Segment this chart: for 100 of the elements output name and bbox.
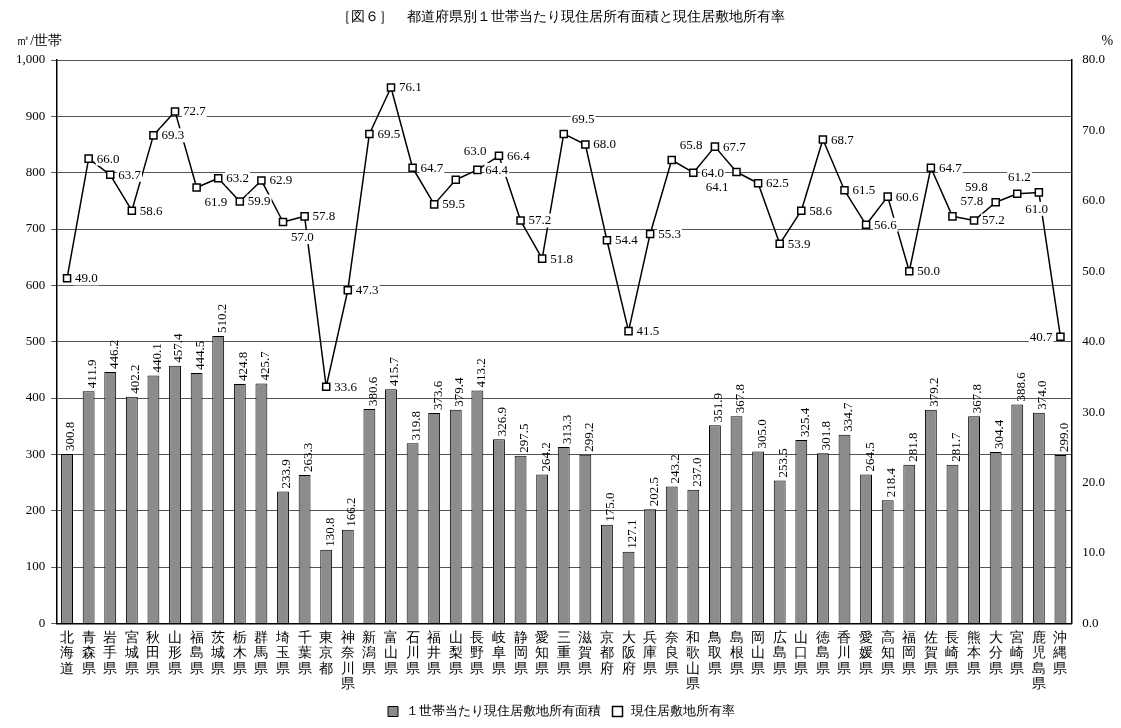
point [710, 142, 720, 151]
y2-tick-label: 80.0 [1082, 51, 1105, 67]
point [451, 175, 461, 185]
point [602, 236, 612, 245]
y-tick-label: 500 [25, 333, 46, 349]
point [926, 163, 936, 173]
data-label: 72.7 [183, 103, 207, 119]
x-tick-label: 宮崎県 [1010, 629, 1025, 676]
data-label: 55.3 [658, 225, 681, 241]
data-label: 457.4 [170, 332, 186, 363]
x-tick-label: 愛媛県 [859, 629, 874, 676]
point [1034, 188, 1044, 197]
legend-label: １世帯当たり現住居敷地所有面積 [406, 702, 601, 718]
x-tick-label: 京都府 [599, 629, 614, 676]
point [1056, 332, 1065, 342]
data-label: 373.6 [429, 380, 445, 410]
data-label: 264.5 [861, 442, 877, 472]
y-tick-label: 800 [25, 164, 46, 180]
x-tick-label: 高知県 [880, 629, 895, 676]
x-tick-label: 島根県 [729, 629, 744, 676]
x-tick-label: 滋賀県 [578, 629, 593, 676]
x-tick-label: 福岡県 [902, 629, 917, 676]
data-label: 66.4 [506, 147, 531, 163]
y2-tick-label: 20.0 [1082, 473, 1105, 489]
data-label: 380.6 [364, 376, 380, 406]
x-tick-label: 岡山県 [751, 629, 766, 676]
x-tick-label: 徳島県 [815, 629, 830, 676]
x-tick-label: 千葉県 [297, 629, 312, 676]
point [84, 154, 93, 163]
data-label: 53.9 [787, 235, 811, 251]
point [343, 286, 353, 295]
data-label: 175.0 [602, 492, 618, 522]
point [991, 197, 1000, 207]
point [386, 83, 396, 92]
x-tick-label: 長野県 [470, 629, 485, 676]
data-label: 63.7 [118, 166, 142, 182]
data-label: 425.7 [256, 350, 272, 381]
data-label: 59.8 [964, 179, 988, 195]
data-label: 63.0 [463, 142, 487, 158]
x-tick-label: 大分県 [988, 629, 1003, 676]
data-label: 57.8 [960, 193, 984, 209]
data-label: 50.0 [917, 263, 941, 279]
y-axis-title: ㎡/世帯 [16, 32, 63, 48]
y2-tick-label: 30.0 [1082, 403, 1105, 419]
data-label: 64.7 [938, 159, 963, 175]
data-label: 304.4 [991, 419, 1007, 449]
x-tick-label: 奈良県 [664, 629, 679, 676]
data-label: 61.9 [204, 194, 228, 210]
y2-tick-label: 40.0 [1082, 333, 1105, 349]
point [624, 326, 633, 336]
point [149, 131, 158, 140]
chart-title: ［図６］ 都道府県別１世帯当たり現住居所有面積と現住居敷地所有率 [335, 8, 786, 26]
x-tick-label: 青森県 [81, 629, 96, 676]
y-tick-label: 100 [25, 558, 46, 574]
point [689, 168, 698, 177]
data-label: 66.0 [96, 150, 120, 166]
data-label: 57.2 [982, 212, 1005, 228]
data-label: 61.5 [852, 182, 876, 198]
data-label: 367.8 [731, 383, 747, 414]
x-tick-label: 茨城県 [210, 629, 226, 676]
point [473, 165, 482, 175]
data-label: 41.5 [636, 323, 660, 339]
y-tick-label: 700 [25, 220, 46, 236]
y-tick-label: 300 [25, 445, 46, 461]
data-label: 264.2 [537, 442, 553, 472]
data-label: 299.2 [580, 422, 596, 452]
point [775, 239, 784, 249]
data-label: 61.0 [1025, 200, 1049, 216]
point [213, 174, 223, 183]
data-label: 65.8 [679, 136, 703, 152]
x-tick-label: 鳥取県 [706, 629, 722, 676]
data-label: 57.0 [291, 228, 314, 244]
data-label: 402.2 [127, 364, 143, 394]
data-label: 64.4 [485, 161, 509, 177]
data-label: 325.4 [796, 407, 812, 438]
point [257, 176, 266, 185]
point [732, 167, 741, 177]
data-label: 297.5 [515, 423, 531, 453]
data-label: 444.5 [192, 340, 208, 370]
data-label: 411.9 [84, 359, 100, 389]
x-tick-label: 広島県 [772, 629, 787, 676]
point [667, 155, 677, 165]
data-label: 301.8 [818, 421, 834, 451]
data-label: 63.2 [226, 170, 249, 186]
data-label: 54.4 [614, 232, 639, 248]
data-label: 64.1 [705, 178, 729, 194]
point [797, 206, 806, 215]
data-label: 374.0 [1034, 380, 1050, 410]
point [559, 129, 569, 139]
data-label: 299.0 [1055, 422, 1071, 452]
x-tick-label: 富山県 [383, 629, 398, 676]
x-tick-label: 大阪府 [621, 629, 636, 676]
data-label: 202.5 [645, 477, 661, 507]
x-tick-label: 熊本県 [967, 629, 982, 676]
y-tick-label: 400 [25, 389, 46, 405]
data-label: 424.8 [235, 351, 251, 382]
y2-axis-title: % [1101, 32, 1114, 48]
point [494, 151, 504, 161]
y2-tick-label: 10.0 [1082, 544, 1105, 560]
point [883, 192, 892, 201]
